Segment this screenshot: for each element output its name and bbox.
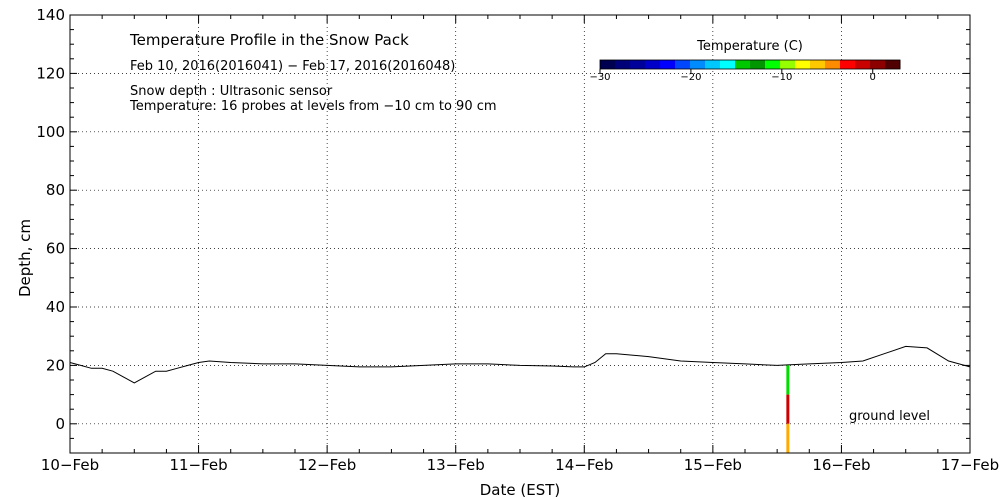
colorbar-swatch [690,60,706,69]
colorbar: Temperature (C) −30 −20 −10 0 [589,39,901,83]
colorbar-swatch [810,60,826,69]
colorbar-ticks: −30 −20 −10 0 [589,69,876,83]
y-tick-label: 20 [46,356,65,374]
y-tick-label: 100 [36,123,65,141]
x-tick-label: 17−Feb [941,456,999,474]
colorbar-tick-label: −30 [589,72,610,83]
colorbar-swatch [855,60,871,69]
colorbar-frame [599,59,901,70]
colorbar-swatch [720,60,736,69]
y-tick-label: 120 [36,64,65,82]
y-axis-ticks: 0 20 40 60 80 100 120 140 [36,6,970,454]
x-tick-label: 12−Feb [298,456,356,474]
colorbar-swatch [825,60,841,69]
chart-subtitle: Feb 10, 2016(2016041) − Feb 17, 2016(201… [130,59,455,74]
chart-title: Temperature Profile in the Snow Pack [129,31,409,49]
colorbar-swatch [885,60,901,69]
colorbar-swatch [660,60,676,69]
x-tick-label: 11−Feb [169,456,227,474]
y-tick-label: 0 [55,415,65,433]
colorbar-swatch [705,60,721,69]
colorbar-title: Temperature (C) [696,39,803,54]
colorbar-swatch [795,60,811,69]
y-tick-label: 60 [46,240,65,258]
probe-temperature-segment [786,365,790,395]
colorbar-swatch [750,60,766,69]
y-axis-label: Depth, cm [16,219,34,297]
colorbar-swatch [600,60,616,69]
gridlines [70,15,970,453]
colorbar-swatch [870,60,886,69]
y-tick-label: 80 [46,181,65,199]
colorbar-swatch [765,60,781,69]
x-tick-label: 15−Feb [684,456,742,474]
colorbar-swatch [645,60,661,69]
colorbar-tick-label: −10 [771,72,792,83]
data-marks [69,345,971,453]
ground-level-label: ground level [849,409,930,424]
x-tick-label: 13−Feb [427,456,485,474]
colorbar-swatches [600,60,901,69]
x-tick-label: 10−Feb [41,456,99,474]
y-tick-label: 140 [36,6,65,24]
colorbar-swatch [615,60,631,69]
snow-depth-line [69,345,971,384]
colorbar-swatch [675,60,691,69]
x-tick-label: 16−Feb [812,456,870,474]
probe-temperature-segment [786,423,790,453]
x-tick-label: 14−Feb [555,456,613,474]
colorbar-tick-label: −20 [680,72,701,83]
colorbar-swatch [630,60,646,69]
colorbar-swatch [735,60,751,69]
x-axis-label: Date (EST) [480,481,561,499]
colorbar-swatch [840,60,856,69]
probe-temperature-segment [786,394,790,424]
y-tick-label: 40 [46,298,65,316]
note-snow-depth: Snow depth : Ultrasonic sensor [130,84,333,99]
colorbar-tick-label: 0 [870,72,876,83]
plot-frame [69,14,971,454]
colorbar-swatch [780,60,796,69]
x-axis-ticks: 10−Feb 11−Feb 12−Feb 13−Feb 14−Feb 15−Feb 16−F… [41,15,999,474]
note-temperature: Temperature: 16 probes at levels from −1… [129,99,497,114]
